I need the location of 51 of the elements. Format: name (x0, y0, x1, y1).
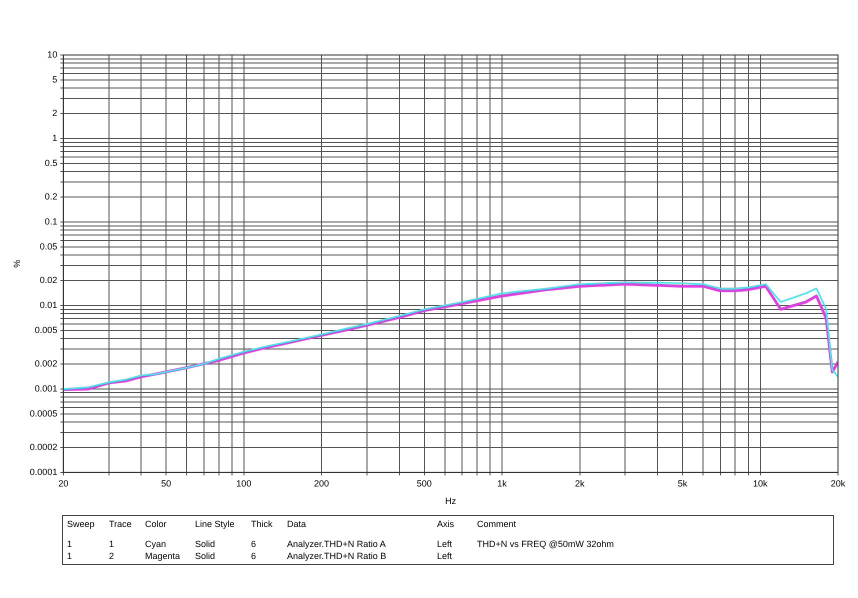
text: Analyzer.THD+N Ratio B (287, 551, 388, 561)
text: Left (437, 539, 454, 549)
x-tick-label: 500 (416, 478, 432, 488)
y-tick-label: 0.0001 (30, 466, 58, 477)
text: Solid (195, 551, 216, 561)
text: 1 (67, 551, 74, 561)
y-tick-label: 2 (52, 108, 58, 118)
y-tick-label: 0.05 (40, 242, 58, 252)
x-tick-label: 100 (236, 478, 252, 488)
text: Axis (437, 519, 456, 531)
y-tick-label: 5 (52, 74, 58, 85)
y-tick-label: 0.005 (34, 325, 58, 336)
text: 6 (251, 551, 258, 561)
text: 1 (109, 539, 116, 549)
text: Comment (477, 519, 518, 531)
y-tick-label: 0.001 (34, 383, 58, 394)
y-tick-label: 0.002 (34, 358, 58, 368)
text: Analyzer.THD+N Ratio A (287, 539, 387, 549)
x-tick-label: 50 (161, 478, 172, 488)
x-tick-label: 1k (497, 478, 508, 488)
x-axis-title: Hz (445, 496, 457, 506)
text: Trace (109, 519, 133, 531)
x-tick-label: 10k (753, 478, 768, 488)
text: Cyan (145, 539, 168, 549)
y-tick-label: 10 (47, 49, 58, 60)
text: Solid (195, 539, 216, 549)
text: 2 (109, 551, 116, 561)
y-tick-label: 0.01 (40, 300, 58, 310)
text: 6 (251, 539, 258, 549)
text: Line Style (195, 519, 236, 531)
text: Thick (251, 519, 274, 531)
x-tick-label: 20 (58, 478, 68, 488)
text: Magenta (145, 551, 182, 561)
text: Sweep (67, 519, 96, 531)
x-tick-label: 20k (830, 478, 846, 488)
y-tick-label: 0.02 (40, 274, 58, 285)
x-tick-label: 200 (314, 478, 330, 488)
x-tick-label: 2k (575, 478, 586, 488)
text: Data (287, 519, 308, 531)
y-tick-label: 1 (52, 132, 58, 143)
text: Color (145, 519, 168, 531)
y-tick-label: 0.5 (44, 158, 58, 168)
y-tick-label: 0.0005 (30, 408, 58, 419)
text: Left (437, 551, 454, 561)
x-tick-label: 5k (678, 478, 688, 488)
y-tick-label: 0.1 (44, 216, 58, 226)
text: 1 (67, 539, 74, 549)
y-axis-title: % (12, 260, 22, 268)
y-tick-label: 0.0002 (30, 442, 58, 452)
y-tick-label: 0.2 (44, 191, 58, 202)
text: THD+N vs FREQ @50mW 32ohm (477, 539, 615, 549)
